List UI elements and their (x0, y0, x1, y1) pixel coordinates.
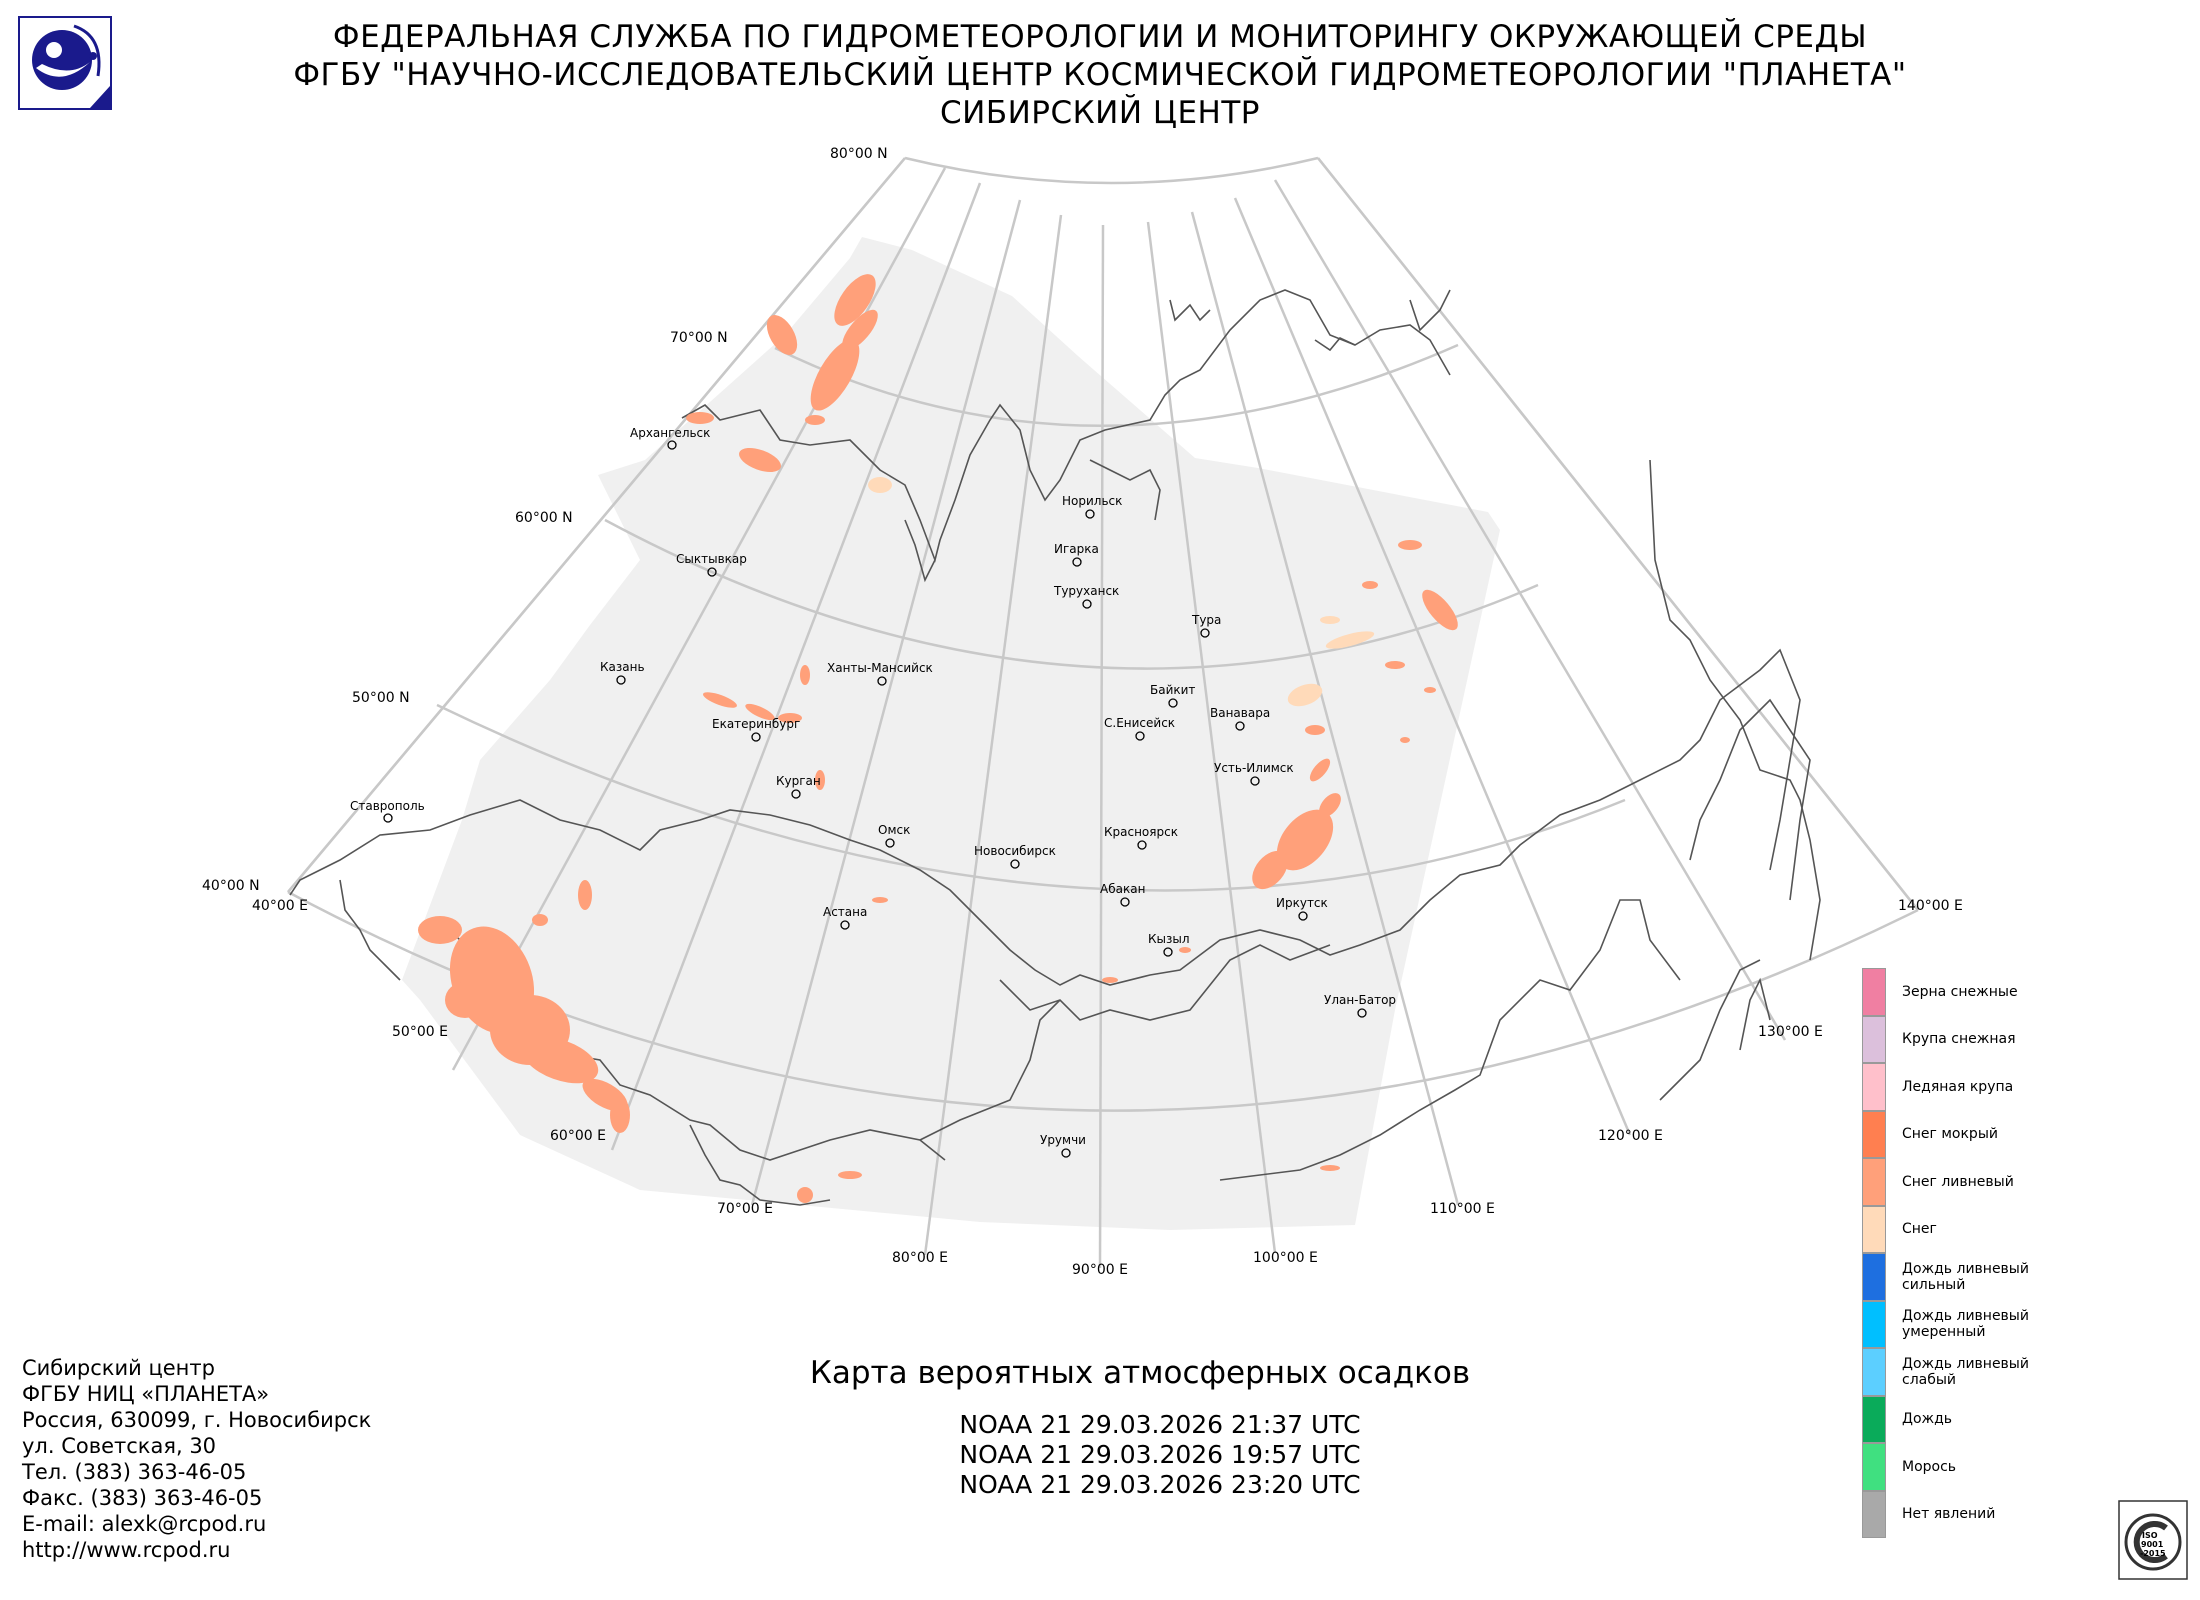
satellite-pass: NOAA 21 29.03.2026 19:57 UTC (959, 1440, 1361, 1469)
precipitation-patches-east (1305, 661, 1436, 743)
header-line-2: ФГБУ "НАУЧНО-ИССЛЕДОВАТЕЛЬСКИЙ ЦЕНТР КОС… (293, 57, 1907, 93)
iso-certification-icon: ISO 9001 -2015 (2118, 1500, 2188, 1580)
lat-label-80: 80°00 N (830, 146, 888, 162)
contact-address: Сибирский центр ФГБУ НИЦ «ПЛАНЕТА» Росси… (22, 1355, 371, 1563)
address-line: Факс. (383) 363-46-05 (22, 1486, 263, 1510)
city-igarka: Игарка (1054, 542, 1099, 556)
city-kurgan: Курган (776, 774, 821, 788)
address-line: http://www.rcpod.ru (22, 1538, 231, 1562)
legend-label: Дождь (1902, 1411, 1953, 1428)
address-line: ул. Советская, 30 (22, 1434, 217, 1458)
iso-line-2: 9001 (2141, 1540, 2164, 1549)
city-kazan: Казань (600, 660, 645, 674)
lon-label-110: 110°00 E (1430, 1201, 1495, 1217)
lat-label-50: 50°00 N (352, 690, 410, 706)
lat-label-70: 70°00 N (670, 330, 728, 346)
city-norilsk: Норильск (1062, 494, 1122, 508)
legend-label: Дождь ливневый сильный (1902, 1260, 2029, 1293)
city-astana: Астана (823, 905, 867, 919)
city-tura: Тура (1191, 613, 1221, 627)
legend-swatch (1862, 1300, 1886, 1348)
legend-swatch (1862, 1158, 1886, 1206)
satellite-pass: NOAA 21 29.03.2026 23:20 UTC (959, 1470, 1361, 1499)
city-ulan-bator: Улан-Батор (1324, 993, 1396, 1007)
legend-swatch (1862, 968, 1886, 1016)
city-khanty-mansiysk: Ханты-Мансийск (827, 661, 933, 675)
satellite-passes: NOAA 21 29.03.2026 21:37 UTC NOAA 21 29.… (780, 1410, 1540, 1500)
lon-label-50: 50°00 E (392, 1024, 448, 1040)
header-line-3: СИБИРСКИЙ ЦЕНТР (940, 95, 1260, 131)
city-arkhangelsk: Архангельск (630, 426, 710, 440)
city-ekaterinburg: Екатеринбург (712, 717, 800, 731)
city-turukhansk: Туруханск (1053, 584, 1119, 598)
city-novosibirsk: Новосибирск (974, 844, 1056, 858)
legend-swatch (1862, 1348, 1886, 1396)
header-line-1: ФЕДЕРАЛЬНАЯ СЛУЖБА ПО ГИДРОМЕТЕОРОЛОГИИ … (332, 19, 1868, 55)
address-line: Россия, 630099, г. Новосибирск (22, 1408, 372, 1432)
legend-label: Крупа снежная (1902, 1031, 2016, 1048)
graticule (287, 156, 1919, 1269)
address-line: E-mail: alexk@rcpod.ru (22, 1512, 267, 1536)
legend-swatch (1862, 1110, 1886, 1158)
city-kyzyl: Кызыл (1148, 932, 1190, 946)
address-line: ФГБУ НИЦ «ПЛАНЕТА» (22, 1382, 270, 1406)
lon-label-80: 80°00 E (892, 1250, 948, 1266)
lon-label-70: 70°00 E (717, 1201, 773, 1217)
lon-label-140: 140°00 E (1898, 898, 1963, 914)
legend-swatch (1862, 1490, 1886, 1538)
lat-label-60: 60°00 N (515, 510, 573, 526)
precipitation-patches (418, 274, 1458, 1203)
city-syktyvkar: Сыктывкар (676, 552, 747, 566)
map-title: Карта вероятных атмосферных осадков (809, 1355, 1471, 1391)
city-omsk: Омск (878, 823, 910, 837)
city-s-eniseysk: С.Енисейск (1104, 716, 1175, 730)
legend-label: Снег (1902, 1221, 1937, 1238)
lon-label-100: 100°00 E (1253, 1250, 1318, 1266)
legend-label: Нет явлений (1902, 1506, 1996, 1523)
city-krasnoyarsk: Красноярск (1104, 825, 1178, 839)
legend-swatch (1862, 1253, 1886, 1301)
legend-swatch (1862, 1063, 1886, 1111)
city-vanavara: Ванавара (1210, 706, 1270, 720)
legend-label: Морось (1902, 1458, 1957, 1475)
legend-label: Ледяная крупа (1902, 1078, 2014, 1095)
city-irkutsk: Иркутск (1276, 896, 1328, 910)
city-markers (383, 440, 1367, 1158)
legend-swatch (1862, 1015, 1886, 1063)
iso-line-3: -2015 (2140, 1549, 2166, 1558)
legend-label: Снег ливневый (1902, 1173, 2014, 1190)
address-line: Тел. (383) 363-46-05 (22, 1460, 247, 1484)
legend-label: Дождь ливневый слабый (1902, 1355, 2029, 1388)
city-urumqi: Урумчи (1040, 1133, 1086, 1147)
header: ФЕДЕРАЛЬНАЯ СЛУЖБА ПО ГИДРОМЕТЕОРОЛОГИИ … (0, 18, 2200, 132)
legend-swatch (1862, 1205, 1886, 1253)
legend-swatch (1862, 1443, 1886, 1491)
lon-label-120: 120°00 E (1598, 1128, 1663, 1144)
legend-label: Дождь ливневый умеренный (1902, 1308, 2029, 1341)
city-baykit: Байкит (1150, 683, 1195, 697)
legend-swatch (1862, 1395, 1886, 1443)
city-abakan: Абакан (1100, 882, 1145, 896)
planeta-emblem-icon (18, 16, 112, 110)
city-stavropol: Ставрополь (350, 799, 425, 813)
address-line: Сибирский центр (22, 1356, 215, 1380)
lon-label-130: 130°00 E (1758, 1024, 1823, 1040)
lon-label-60: 60°00 E (550, 1128, 606, 1144)
city-ust-ilimsk: Усть-Илимск (1214, 761, 1294, 775)
snow-patches (868, 477, 1375, 707)
lon-label-40: 40°00 E (252, 898, 308, 914)
iso-line-1: ISO (2142, 1531, 2158, 1540)
lat-label-40: 40°00 N (202, 878, 260, 894)
lon-label-90: 90°00 E (1072, 1262, 1128, 1278)
satellite-pass: NOAA 21 29.03.2026 21:37 UTC (959, 1410, 1361, 1439)
legend-label: Зерна снежные (1902, 983, 2018, 1000)
legend-label: Снег мокрый (1902, 1126, 1998, 1143)
